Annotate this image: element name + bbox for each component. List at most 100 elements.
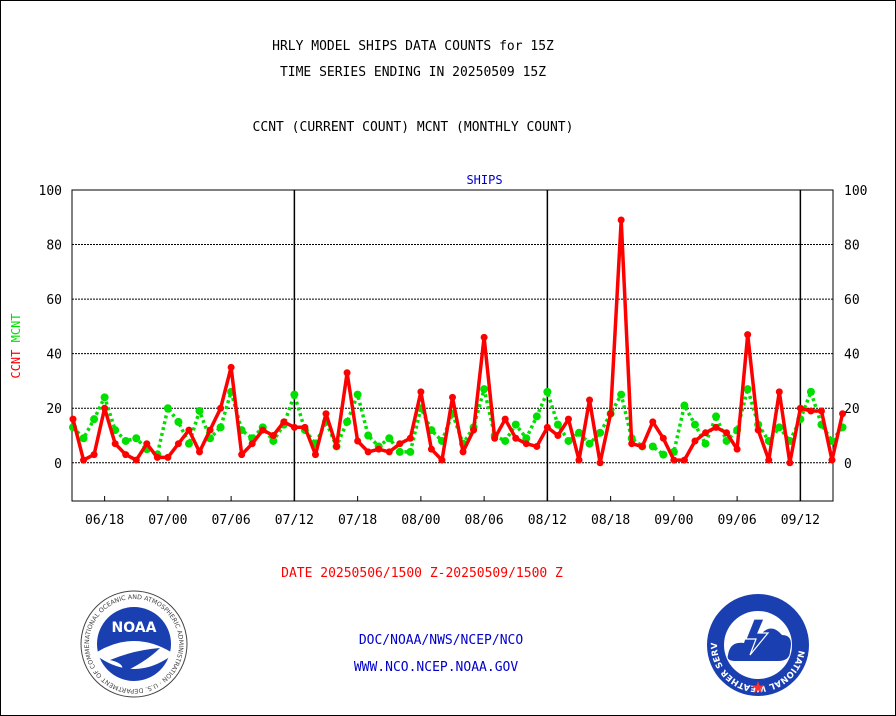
ccnt-point (744, 331, 752, 339)
ccnt-point (174, 440, 182, 448)
ccnt-point (628, 440, 636, 448)
ccnt-point (691, 437, 699, 445)
ccnt-point (396, 440, 404, 448)
x-tick-label: 07/06 (212, 513, 251, 528)
ccnt-point (449, 393, 456, 401)
ccnt-point (248, 440, 256, 448)
mcnt-point (480, 385, 489, 394)
y-axis-label: CCNT MCNT (9, 313, 23, 378)
y-tick-label-left: 0 (54, 457, 62, 472)
y-tick-label-right: 0 (844, 457, 852, 472)
mcnt-point (712, 412, 721, 421)
website-label: WWW.NCO.NCEP.NOAA.GOV (353, 660, 519, 675)
x-tick-label: 07/12 (275, 513, 314, 528)
ccnt-point (333, 442, 341, 450)
ccnt-point (807, 407, 815, 415)
mcnt-point (343, 417, 352, 426)
ccnt-point (290, 423, 298, 431)
chart-title-line-1: HRLY MODEL SHIPS DATA COUNTS for 15Z (272, 39, 554, 54)
ccnt-point (185, 426, 193, 434)
mcnt-point (543, 387, 552, 396)
ccnt-point (723, 429, 731, 437)
ccnt-point (617, 216, 625, 224)
ccnt-point (406, 434, 414, 442)
ccnt-point (586, 396, 594, 404)
mcnt-point (79, 434, 88, 443)
mcnt-point (364, 431, 373, 440)
ccnt-point (90, 451, 98, 459)
ccnt-point (828, 456, 836, 464)
x-tick-label: 07/18 (338, 513, 377, 528)
plot-area (71, 189, 834, 502)
y-tick-label-left: 20 (46, 402, 62, 417)
ccnt-point (69, 415, 77, 423)
mcnt-point (353, 390, 362, 399)
ccnt-point (375, 445, 383, 453)
mcnt-point (100, 393, 109, 402)
ccnt-point (459, 448, 467, 456)
y-tick-label-left: 80 (46, 239, 62, 254)
x-tick-label: 08/00 (401, 513, 440, 528)
y-tick-label-right: 40 (844, 348, 860, 363)
ccnt-point (680, 456, 688, 464)
organization-label: DOC/NOAA/NWS/NCEP/NCO (358, 633, 524, 648)
mcnt-point (216, 423, 225, 432)
y-tick-label-left: 40 (46, 348, 62, 363)
x-tick-label: 08/06 (465, 513, 504, 528)
ccnt-point (354, 437, 362, 445)
noaa-logo: NOAA NATIONAL OCEANIC AND ATMOSPHERIC AD… (80, 590, 188, 698)
mcnt-point (775, 423, 784, 432)
mcnt-point (585, 439, 594, 448)
ccnt-point (575, 456, 583, 464)
mcnt-point (690, 420, 699, 429)
ccnt-point (480, 333, 488, 341)
x-tick-label: 06/18 (85, 513, 124, 528)
ccnt-point (385, 448, 393, 456)
mcnt-point (406, 447, 415, 456)
ccnt-point (153, 453, 161, 461)
ccnt-point (638, 442, 646, 450)
mcnt-point (184, 439, 193, 448)
mcnt-point (659, 450, 668, 459)
ccnt-point (132, 456, 140, 464)
x-tick-label: 08/18 (591, 513, 630, 528)
chart-subtitle: SHIPS (466, 173, 502, 187)
mcnt-point (701, 439, 710, 448)
y-tick-label-right: 80 (844, 239, 860, 254)
ccnt-point (343, 369, 351, 377)
ccnt-point (533, 442, 541, 450)
mcnt-point (395, 447, 404, 456)
ccnt-point (217, 404, 225, 412)
ccnt-point (775, 388, 783, 396)
x-tick-label: 08/12 (528, 513, 567, 528)
chart-legend-description: CCNT (CURRENT COUNT) MCNT (MONTHLY COUNT… (252, 120, 574, 135)
mcnt-point (511, 420, 520, 429)
ccnt-point (702, 429, 709, 437)
ccnt-point (164, 453, 172, 461)
ccnt-point (491, 434, 499, 442)
mcnt-point (648, 442, 657, 451)
ccnt-point (122, 451, 130, 459)
ccnt-point (269, 432, 277, 440)
mcnt-point (680, 401, 689, 410)
ccnt-point (649, 418, 657, 426)
ccnt-point (101, 404, 109, 412)
mcnt-point (617, 390, 626, 399)
mcnt-point (90, 415, 99, 424)
ccnt-point (543, 423, 551, 431)
ccnt-point (280, 418, 288, 426)
ccnt-point (80, 456, 88, 464)
mcnt-point (501, 436, 510, 445)
mcnt-point (596, 428, 605, 437)
ccnt-point (564, 415, 572, 423)
mcnt-series-line (71, 387, 844, 457)
mcnt-point (385, 434, 394, 443)
noaa-logo-text: NOAA (112, 620, 157, 636)
x-tick-label: 07/00 (148, 513, 187, 528)
mcnt-point (553, 420, 562, 429)
mcnt-point (532, 412, 541, 421)
y-tick-label-right: 20 (844, 402, 860, 417)
ccnt-point (786, 459, 794, 467)
ccnt-point (712, 423, 720, 431)
